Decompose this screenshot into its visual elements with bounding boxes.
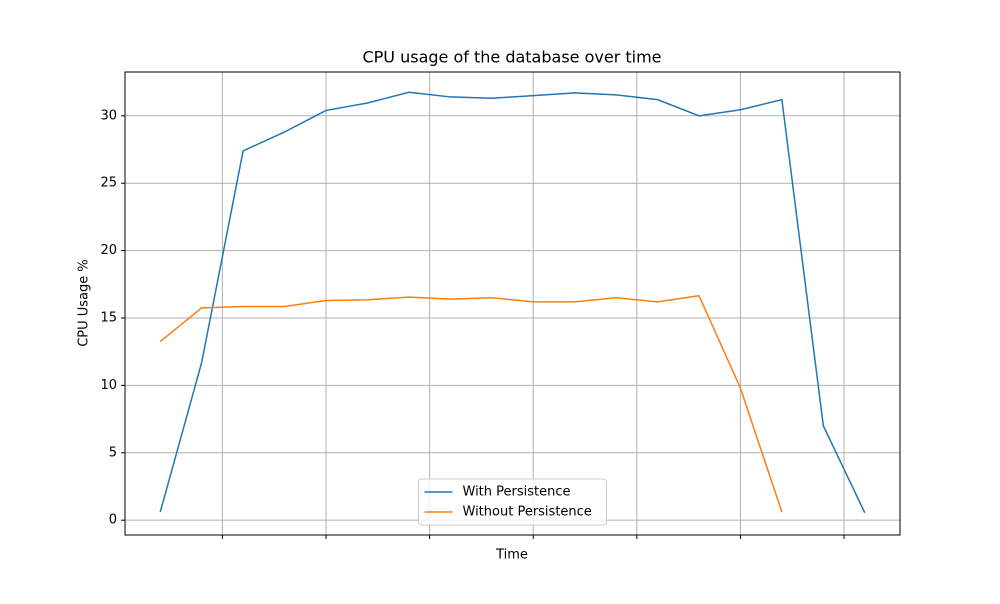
y-axis-label: CPU Usage % [77,259,92,347]
series-line [159,91,866,514]
legend-label: Without Persistence [463,505,592,520]
y-tick-label: 5 [109,445,117,460]
legend-box [418,478,607,526]
y-tick-label: 30 [100,108,117,123]
series-line [159,294,783,513]
plot-frame [124,71,901,536]
legend-label: With Persistence [463,485,571,500]
y-tick-label: 10 [100,378,117,393]
y-tick-label: 0 [109,513,117,528]
chart-title: CPU usage of the database over time [362,48,661,67]
y-tick-label: 20 [100,243,117,258]
y-tick-label: 25 [100,176,117,191]
y-tick-label: 15 [100,310,117,325]
x-axis-label: Time [495,548,528,563]
